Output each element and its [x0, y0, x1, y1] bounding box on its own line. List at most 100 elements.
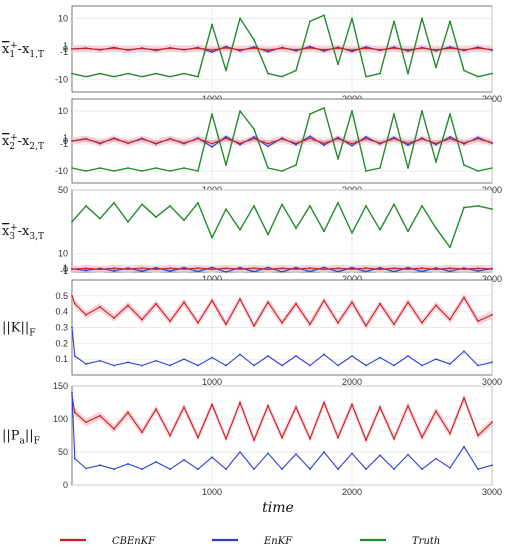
panel-4: 1000 2000 3000 0.1 0.2 0.3 0.4 0.5 ||K||F — [2, 279, 502, 387]
data-point-cbenkf — [281, 47, 283, 49]
data-point-cbenkf — [197, 436, 199, 439]
data-point-cbenkf — [141, 318, 143, 321]
data-point-cbenkf — [155, 142, 157, 145]
data-point-cbenkf — [113, 267, 115, 270]
data-point-enkf — [239, 451, 241, 453]
data-point-enkf — [435, 358, 437, 361]
data-point-cbenkf — [155, 49, 157, 51]
data-point-truth — [267, 233, 269, 236]
data-point-cbenkf — [113, 428, 115, 430]
data-point-cbenkf — [491, 141, 493, 144]
data-point-enkf — [183, 358, 185, 361]
data-point-cbenkf — [211, 403, 213, 406]
data-point-truth — [449, 20, 451, 23]
data-point-enkf — [407, 453, 409, 456]
data-point-cbenkf — [239, 142, 241, 145]
data-point-cbenkf — [127, 411, 129, 414]
data-point-cbenkf — [155, 408, 157, 410]
data-point-enkf — [239, 266, 241, 269]
legend-label: EnKF — [263, 536, 293, 547]
y-tick-label: 50 — [58, 447, 68, 457]
data-point-cbenkf — [435, 49, 437, 51]
data-point-enkf — [421, 468, 423, 471]
y-tick-label: 1 — [63, 41, 68, 51]
data-point-truth — [365, 205, 367, 207]
data-point-cbenkf — [421, 321, 423, 324]
data-point-enkf — [71, 391, 73, 394]
data-point-cbenkf — [309, 137, 311, 140]
data-point-enkf — [379, 356, 381, 359]
data-point-truth — [211, 236, 213, 239]
data-point-enkf — [211, 356, 213, 359]
data-point-cbenkf — [211, 142, 213, 145]
data-point-enkf — [351, 144, 353, 147]
data-point-cbenkf — [337, 436, 339, 439]
y-tick-label: 150 — [53, 381, 68, 391]
data-point-enkf — [99, 464, 101, 467]
data-point-enkf — [295, 453, 297, 455]
data-point-cbenkf — [85, 138, 87, 140]
data-point-enkf — [449, 363, 451, 365]
data-point-enkf — [113, 468, 115, 471]
data-point-cbenkf — [421, 267, 423, 269]
data-point-cbenkf — [477, 267, 479, 270]
data-point-cbenkf — [421, 436, 423, 439]
data-point-cbenkf — [323, 268, 325, 271]
data-point-cbenkf — [183, 268, 185, 271]
data-point-cbenkf — [141, 267, 143, 269]
data-point-truth — [127, 167, 129, 169]
data-point-truth — [449, 113, 451, 115]
label-part: 3 — [9, 232, 15, 242]
y-tick-label: 1 — [63, 263, 68, 273]
y-tick-label: 0.1 — [55, 354, 68, 364]
data-point-cbenkf — [85, 47, 87, 50]
data-point-truth — [113, 201, 115, 204]
data-point-cbenkf — [309, 267, 311, 269]
data-point-cbenkf — [71, 294, 73, 297]
legend-item-enkf: EnKF — [212, 536, 293, 547]
data-point-truth — [85, 75, 87, 78]
data-point-truth — [197, 170, 199, 172]
data-point-enkf — [155, 359, 157, 362]
data-point-enkf — [267, 355, 269, 357]
label-part: F — [34, 437, 40, 447]
data-point-cbenkf — [169, 267, 171, 270]
data-point-cbenkf — [351, 142, 353, 145]
data-point-cbenkf — [435, 142, 437, 145]
data-point-enkf — [253, 468, 255, 471]
data-point-cbenkf — [477, 320, 479, 323]
data-point-enkf — [169, 270, 171, 273]
data-point-truth — [183, 72, 185, 75]
data-point-truth — [99, 72, 101, 75]
x-tick-label: 2000 — [342, 377, 362, 387]
data-point-truth — [281, 75, 283, 78]
data-point-cbenkf — [365, 439, 367, 442]
data-point-truth — [421, 110, 423, 112]
data-point-cbenkf — [99, 268, 101, 271]
panel-5: 1000 2000 3000 0 50 100 150 ||Pa||F — [2, 381, 502, 497]
y-tick-label: 0.4 — [55, 307, 68, 317]
data-point-cbenkf — [309, 46, 311, 49]
data-point-cbenkf — [85, 313, 87, 316]
data-point-cbenkf — [365, 325, 367, 327]
data-point-cbenkf — [309, 323, 311, 326]
data-point-truth — [239, 17, 241, 20]
data-point-cbenkf — [239, 268, 241, 271]
data-point-enkf — [281, 364, 283, 367]
data-point-enkf — [309, 270, 311, 273]
data-point-truth — [435, 66, 437, 69]
data-point-cbenkf — [267, 268, 269, 271]
data-point-cbenkf — [155, 268, 157, 271]
data-point-truth — [407, 230, 409, 233]
cbenkf-band — [72, 391, 492, 445]
legend-label: CBEnKF — [112, 536, 156, 547]
data-point-cbenkf — [281, 321, 283, 324]
data-point-cbenkf — [211, 299, 213, 302]
data-point-cbenkf — [71, 140, 73, 142]
panel-label: x1+-x1,T — [2, 41, 44, 60]
data-point-cbenkf — [141, 431, 143, 434]
data-point-enkf — [281, 468, 283, 471]
data-point-enkf — [295, 266, 297, 269]
data-point-cbenkf — [491, 421, 493, 424]
data-point-enkf — [393, 270, 395, 273]
